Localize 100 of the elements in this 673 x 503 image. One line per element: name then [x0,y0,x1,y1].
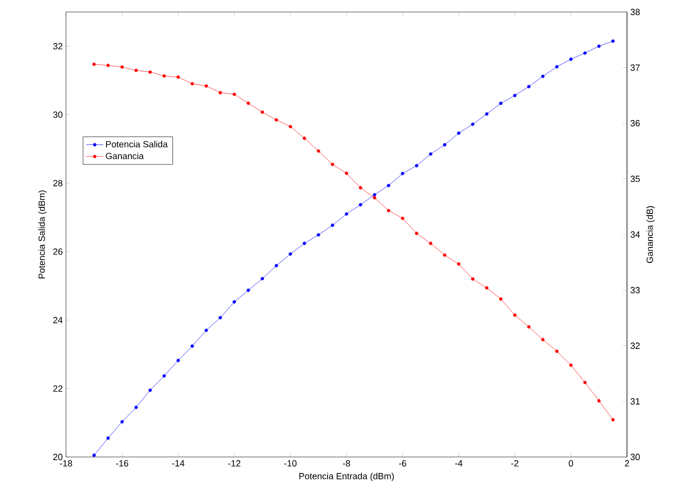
point [218,90,222,94]
point [541,74,545,78]
point [316,149,320,153]
y2-tick-label: 34 [630,231,640,238]
point [190,344,194,348]
x-tick-label: 2 [624,460,630,466]
point [148,70,152,74]
point [428,152,432,156]
point [485,286,488,290]
point [358,186,362,190]
point [92,62,96,66]
x-tick-label: -2 [511,460,518,466]
point [344,172,348,175]
point [260,110,264,114]
point [555,350,559,353]
point [442,253,446,257]
point [499,102,502,106]
point [176,358,180,362]
x-tick-label: -14 [172,460,184,466]
point [457,262,460,266]
legend-label: Potencia Salida [106,140,168,148]
point [218,316,222,320]
x-tick-label: -16 [116,460,128,467]
point [204,84,208,88]
y2-tick-label: 35 [630,176,640,182]
point [386,184,390,188]
point [583,51,587,55]
point [302,242,306,246]
point [316,233,320,237]
point [274,118,278,122]
point [330,162,334,166]
point [414,232,418,236]
point [611,39,615,43]
point [134,406,138,410]
x-axis-title: Potencia Entrada (dBm) [299,472,394,482]
point [442,143,446,146]
y-tick-label: 22 [53,385,62,392]
point [176,75,180,79]
y-tick-label: 30 [53,112,62,118]
point [386,208,390,212]
point [148,388,152,392]
point [485,112,488,116]
x-tick-label: 0 [568,460,574,467]
point [246,102,250,105]
x-tick-label: -4 [455,460,462,466]
y-tick-label: 32 [53,43,62,50]
y-tick-label: 26 [53,248,62,255]
point [344,212,348,216]
y2-tick-label: 36 [630,120,640,126]
y2-axis-title: Ganancia (dB) [646,206,655,263]
point [414,164,418,168]
point [330,224,334,227]
point [246,288,250,292]
x-tick-label: -6 [399,460,406,467]
point [162,74,166,78]
point [106,64,110,68]
point [358,203,362,206]
point [527,84,531,88]
x-tick-label: -18 [60,460,72,467]
point [274,264,278,268]
point [190,82,194,86]
point [569,58,573,61]
y2-tick-label: 38 [630,8,640,16]
point [527,325,531,329]
point [597,44,601,48]
point [120,420,124,424]
x-tick-label: -12 [228,460,240,466]
x-tick-label: -8 [342,460,350,467]
point [288,252,292,256]
x-tick-label: -10 [284,460,297,467]
point [232,92,236,96]
point [106,436,110,440]
point [232,300,236,304]
point [513,313,517,317]
y-tick-label: 20 [53,454,62,460]
y2-tick-label: 33 [630,286,640,294]
y2-tick-label: 32 [630,342,640,349]
point [541,338,545,342]
legend-label: Ganancia [106,152,144,160]
point [288,124,292,128]
point [204,328,208,332]
point [120,65,124,69]
point [260,276,264,280]
point [499,297,502,301]
y-axis-title: Potencia Salida (dBm) [38,190,47,278]
point [611,418,615,422]
y2-tick-label: 31 [630,398,640,405]
point [471,277,474,281]
point [471,122,474,126]
point [92,454,96,457]
y-tick-label: 28 [53,180,62,186]
point [513,94,516,98]
point [583,380,587,384]
point [302,136,306,140]
point [134,68,138,72]
y2-tick-label: 37 [630,64,640,71]
y2-tick-label: 30 [630,454,640,460]
point [372,196,376,200]
point [597,399,601,402]
point [400,172,404,176]
